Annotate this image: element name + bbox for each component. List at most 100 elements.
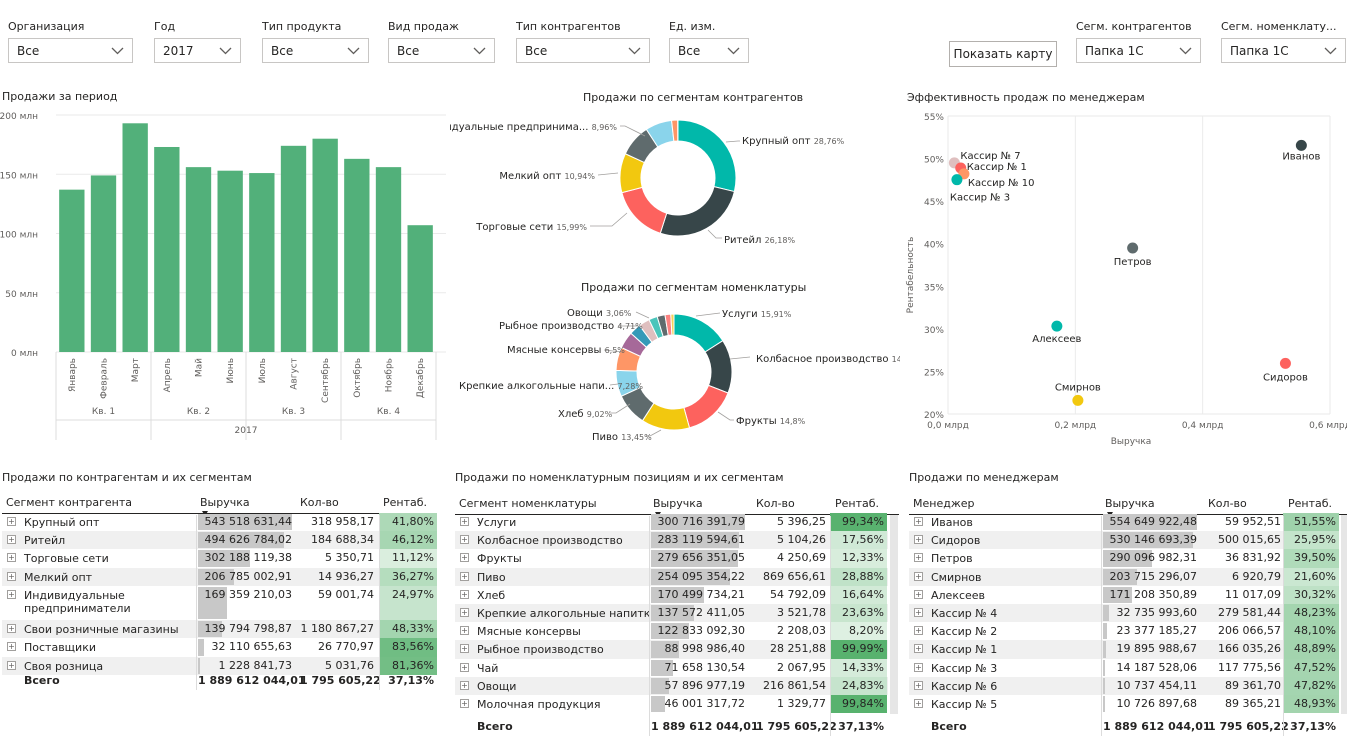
column-header-name[interactable]: Менеджер	[913, 497, 975, 510]
column-header-name[interactable]: Сегмент контрагента	[6, 496, 132, 509]
table-row[interactable]: + Фрукты 279 656 351,05 4 250,69 12,33%	[455, 549, 888, 568]
product-type-dropdown[interactable]: Все	[262, 38, 369, 63]
expand-icon[interactable]: +	[7, 553, 16, 563]
table-row[interactable]: + Колбасное производство 283 119 594,61 5 1…	[455, 531, 888, 550]
table-row[interactable]: + Кассир № 6 10 737 454,11 89 361,70 47,82%	[909, 676, 1339, 695]
leader-line	[635, 311, 650, 319]
table-scrollbar[interactable]	[890, 515, 898, 714]
counterparty-type-dropdown[interactable]: Все	[516, 38, 650, 63]
expand-icon[interactable]: +	[460, 680, 469, 690]
table-row[interactable]: + Услуги 300 716 391,79 5 396,25 99,34%	[455, 513, 888, 532]
year-dropdown[interactable]: 2017	[154, 38, 241, 63]
table-row[interactable]: + Кассир № 4 32 735 993,60 279 581,44 48,23%	[909, 604, 1339, 623]
sales-bar-chart: 0 млн 50 млн 100 млн 150 млн 200 млн Январь Фе…	[0, 112, 446, 440]
rent-cell: 99,34%	[842, 515, 884, 528]
expand-icon[interactable]: +	[914, 662, 923, 672]
table-row[interactable]: + Мелкий опт 206 785 002,91 14 936,27 36,27%	[2, 567, 437, 586]
sale-type-dropdown[interactable]: Все	[388, 38, 495, 63]
column-header-qty[interactable]: Кол-во	[300, 496, 339, 509]
table-row[interactable]: + Алексеев 171 208 350,89 11 017,09 30,32%	[909, 585, 1339, 604]
expand-icon[interactable]: +	[460, 553, 469, 563]
table-row[interactable]: + Свои розничные магазины 139 794 798,87 1 …	[2, 620, 437, 639]
expand-icon[interactable]: +	[914, 517, 923, 526]
column-header-qty[interactable]: Кол-во	[1208, 497, 1247, 510]
expand-icon[interactable]: +	[914, 589, 923, 599]
table-row[interactable]: + Торговые сети 302 188 119,38 5 350,71 11,1…	[2, 549, 437, 568]
expand-icon[interactable]: +	[7, 535, 16, 545]
unit-dropdown[interactable]: Все	[669, 38, 749, 63]
revenue-data-bar	[1103, 696, 1105, 713]
table-row[interactable]: + Своя розница 1 228 841,73 5 031,76 81,36%	[2, 656, 437, 675]
revenue-cell: 290 096 982,31	[1109, 551, 1197, 565]
expand-icon[interactable]: +	[914, 553, 923, 563]
expand-icon[interactable]: +	[460, 571, 469, 581]
expand-icon[interactable]: +	[914, 535, 923, 545]
column-header-rent[interactable]: Рентаб.	[1288, 497, 1333, 510]
expand-icon[interactable]: +	[7, 624, 16, 634]
table-row[interactable]: + Пиво 254 095 354,22 869 656,61 28,88%	[455, 567, 888, 586]
expand-icon[interactable]: +	[460, 662, 469, 672]
column-header-rent[interactable]: Рентаб.	[383, 496, 428, 509]
table-row[interactable]: + Иванов 554 649 922,48 59 952,51 51,55%	[909, 513, 1339, 532]
table-row[interactable]: + Рыбное производство 88 998 986,40 28 251,…	[455, 640, 888, 659]
qty-cell: 59 952,51	[1225, 515, 1281, 528]
expand-icon[interactable]: +	[7, 517, 16, 526]
sort-desc-icon[interactable]	[202, 511, 208, 516]
leader-line	[725, 140, 740, 143]
column-header-revenue[interactable]: Выручка	[200, 496, 250, 509]
table-row[interactable]: + Петров 290 096 982,31 36 831,92 39,50%	[909, 549, 1339, 568]
expand-icon[interactable]: +	[460, 644, 469, 654]
expand-icon[interactable]: +	[914, 699, 923, 708]
table-row[interactable]: + Индивидуальные предприниматели 169 359 21…	[2, 585, 437, 621]
expand-icon[interactable]: +	[460, 589, 469, 599]
expand-icon[interactable]: +	[7, 589, 16, 599]
organization-dropdown[interactable]: Все	[8, 38, 133, 63]
expand-icon[interactable]: +	[460, 608, 469, 617]
table-row[interactable]: + Молочная продукция 46 001 317,72 1 329,77…	[455, 695, 888, 714]
expand-icon[interactable]: +	[914, 644, 923, 654]
expand-icon[interactable]: +	[914, 608, 923, 617]
table-row[interactable]: + Мясные консервы 122 833 092,30 2 208,03 8,…	[455, 622, 888, 641]
table-row[interactable]: + Чай 71 658 130,54 2 067,95 14,33%	[455, 658, 888, 677]
expand-icon[interactable]: +	[460, 626, 469, 636]
expand-icon[interactable]: +	[7, 571, 16, 581]
expand-icon[interactable]: +	[460, 699, 469, 708]
expand-icon[interactable]: +	[914, 571, 923, 581]
table-row[interactable]: + Хлеб 170 499 734,21 54 792,09 16,64%	[455, 585, 888, 604]
table-row[interactable]: + Крепкие алкогольные напитки 137 572 411,…	[455, 604, 888, 623]
slicer-counterparty-type: Тип контрагентов Все	[516, 20, 650, 63]
column-header-qty[interactable]: Кол-во	[756, 497, 795, 510]
seg-nomenclature-dropdown[interactable]: Папка 1С	[1221, 38, 1346, 63]
expand-icon[interactable]: +	[914, 626, 923, 636]
qty-cell: 1 329,77	[777, 697, 826, 710]
table-row[interactable]: + Кассир № 5 10 726 897,68 89 365,21 48,93%	[909, 695, 1339, 714]
table-scrollbar[interactable]	[1341, 515, 1347, 714]
seg-counterparty-dropdown[interactable]: Папка 1С	[1076, 38, 1201, 63]
table-row[interactable]: + Крупный опт 543 518 631,44 318 958,17 41,8…	[2, 513, 437, 532]
rent-cell-bg	[1283, 604, 1339, 623]
expand-icon[interactable]: +	[460, 535, 469, 545]
column-header-rent[interactable]: Рентаб.	[835, 497, 880, 510]
rent-cell-bg	[830, 640, 887, 659]
table-row[interactable]: + Поставщики 32 110 655,63 26 770,97 83,56%	[2, 638, 437, 657]
column-header-revenue[interactable]: Выручка	[653, 497, 703, 510]
expand-icon[interactable]: +	[7, 642, 16, 652]
table-row[interactable]: + Кассир № 1 19 895 988,67 166 035,26 48,89%	[909, 640, 1339, 659]
show-map-button[interactable]: Показать карту	[949, 41, 1057, 67]
table-row[interactable]: + Смирнов 203 715 296,07 6 920,79 21,60%	[909, 567, 1339, 586]
expand-icon[interactable]: +	[914, 680, 923, 690]
table-row[interactable]: + Кассир № 2 23 377 185,27 206 066,57 48,10%	[909, 622, 1339, 641]
column-header-name[interactable]: Сегмент номенклатуры	[459, 497, 597, 510]
table-row[interactable]: + Кассир № 3 14 187 528,06 117 775,56 47,52%	[909, 658, 1339, 677]
quarter-label: Кв. 4	[377, 407, 400, 417]
revenue-data-bar	[1103, 532, 1193, 549]
qty-cell: 279 581,44	[1218, 606, 1281, 619]
expand-icon[interactable]: +	[460, 517, 469, 526]
rent-cell-bg	[379, 567, 437, 586]
column-header-revenue[interactable]: Выручка	[1105, 497, 1155, 510]
table-row[interactable]: + Ритейл 494 626 784,02 184 688,34 46,12%	[2, 531, 437, 550]
table-row[interactable]: + Овощи 57 896 977,19 216 861,54 24,83%	[455, 676, 888, 695]
table-row[interactable]: + Сидоров 530 146 693,39 500 015,65 25,95%	[909, 531, 1339, 550]
expand-icon[interactable]: +	[7, 660, 16, 670]
total-row: Всего 1 889 612 044,01 1 795 605,22 37,13%	[909, 718, 1347, 738]
